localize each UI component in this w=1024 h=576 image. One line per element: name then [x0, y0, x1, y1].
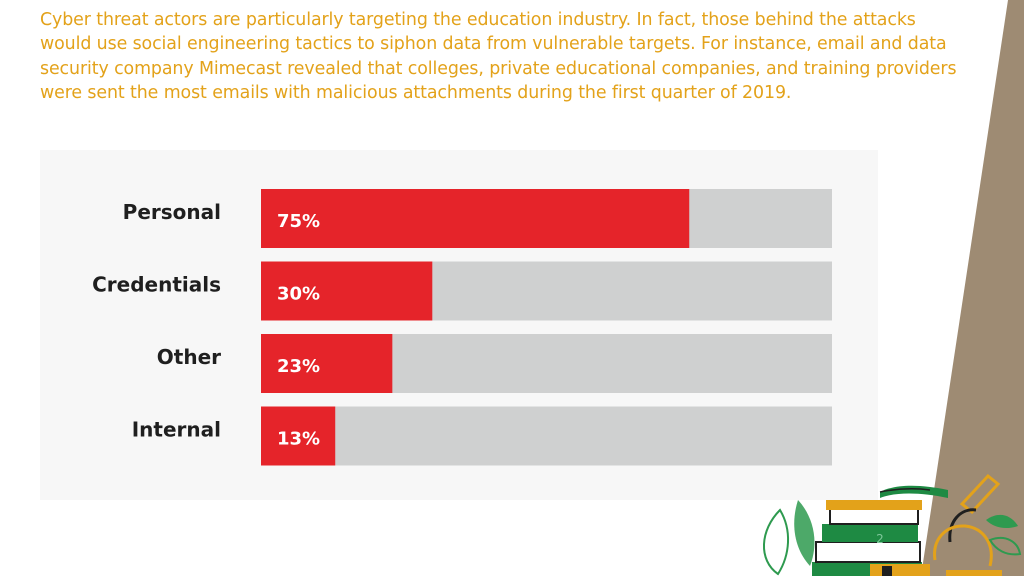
page-number: 2 [876, 532, 884, 546]
category-label: Credentials [92, 273, 221, 297]
value-label: 30% [277, 284, 320, 305]
bar-personal [261, 189, 690, 248]
value-label: 13% [277, 429, 320, 450]
intro-paragraph: Cyber threat actors are particularly tar… [40, 10, 957, 103]
bar-chart: Personal 75% Credentials 30% Other 23% Interna… [92, 189, 832, 466]
category-label: Personal [123, 200, 221, 224]
books-illustration: 2 [763, 473, 1022, 576]
bar-credentials [261, 261, 433, 321]
bar-internal [261, 406, 336, 466]
category-label: Other [157, 345, 221, 369]
value-label: 75% [277, 211, 320, 232]
bar-other [261, 334, 393, 393]
bar-track [261, 406, 832, 466]
category-label: Internal [132, 418, 221, 442]
value-label: 23% [277, 356, 320, 377]
